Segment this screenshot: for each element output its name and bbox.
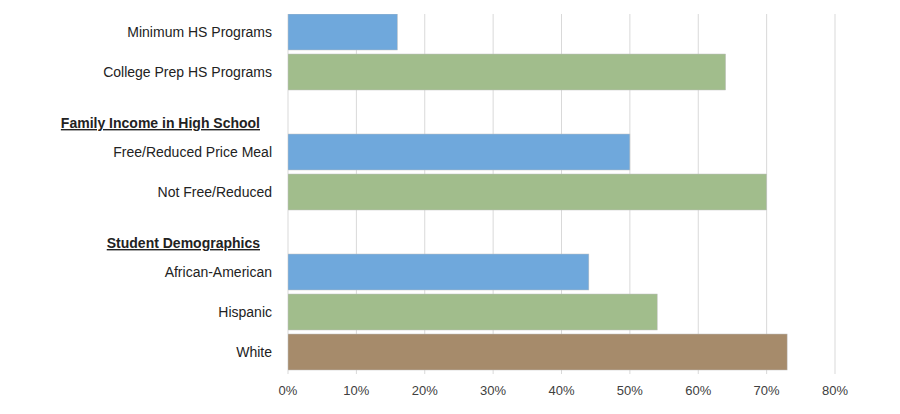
tick-label: 30% <box>480 383 506 398</box>
tick-label: 0% <box>279 383 298 398</box>
bars <box>288 14 787 370</box>
bar <box>288 254 589 290</box>
category-label: African-American <box>165 264 272 280</box>
bar <box>288 334 787 370</box>
grid <box>288 14 835 374</box>
chart-container: 0% 10% 20% 30% 40% 50% 60% 70% 80% Minimum HS Pro… <box>0 0 900 414</box>
tick-label: 80% <box>822 383 848 398</box>
category-label: Free/Reduced Price Meal <box>113 144 272 160</box>
category-label: College Prep HS Programs <box>103 64 272 80</box>
category-labels: Minimum HS Programs College Prep HS Progr… <box>61 24 272 360</box>
bar <box>288 174 767 210</box>
bar <box>288 14 397 50</box>
category-label: Hispanic <box>218 304 272 320</box>
tick-label: 20% <box>412 383 438 398</box>
tick-label: 50% <box>617 383 643 398</box>
category-label: Minimum HS Programs <box>127 24 272 40</box>
tick-label: 70% <box>754 383 780 398</box>
tick-label: 60% <box>685 383 711 398</box>
category-label: Not Free/Reduced <box>158 184 272 200</box>
category-label: White <box>236 344 272 360</box>
tick-label: 10% <box>343 383 369 398</box>
bar <box>288 54 726 90</box>
group-header: Family Income in High School <box>61 115 260 131</box>
bar <box>288 294 657 330</box>
tick-label: 40% <box>548 383 574 398</box>
chart-svg: 0% 10% 20% 30% 40% 50% 60% 70% 80% Minimum HS Pro… <box>0 0 900 414</box>
bar <box>288 134 630 170</box>
group-header: Student Demographics <box>107 235 260 251</box>
x-axis: 0% 10% 20% 30% 40% 50% 60% 70% 80% <box>279 383 849 398</box>
grid-line <box>835 14 836 374</box>
